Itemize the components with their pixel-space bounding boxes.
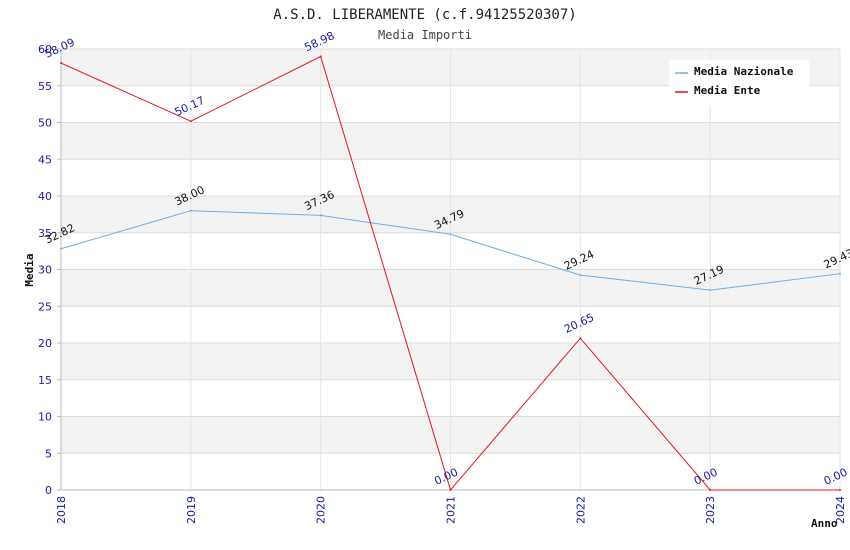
y-tick-label: 45 bbox=[38, 153, 52, 166]
y-tick-label: 60 bbox=[38, 43, 52, 56]
data-point bbox=[839, 489, 841, 491]
legend-label-media-ente: Media Ente bbox=[694, 84, 761, 97]
data-point bbox=[839, 272, 841, 275]
data-point bbox=[579, 274, 582, 277]
x-tick-label: 2018 bbox=[55, 496, 68, 524]
x-axis-label: Anno bbox=[811, 517, 838, 530]
chart-subtitle: Media Importi bbox=[378, 28, 472, 42]
data-label: 20.65 bbox=[562, 311, 596, 336]
y-tick-label: 40 bbox=[38, 190, 52, 203]
data-label: 32.82 bbox=[43, 221, 77, 246]
data-point bbox=[709, 289, 712, 292]
data-point bbox=[449, 233, 452, 236]
x-tick-label: 2023 bbox=[704, 496, 717, 524]
data-point bbox=[319, 214, 322, 217]
y-tick-label: 50 bbox=[38, 117, 52, 130]
data-point bbox=[709, 489, 712, 491]
y-tick-label: 25 bbox=[38, 300, 52, 313]
y-tick-label: 15 bbox=[38, 374, 52, 387]
data-point bbox=[60, 247, 62, 250]
data-label: 0.00 bbox=[822, 466, 850, 488]
y-tick-label: 35 bbox=[38, 227, 52, 240]
x-ticks: 2018 2019 2020 2021 2022 2023 2024 bbox=[55, 496, 847, 524]
legend-box bbox=[669, 60, 809, 106]
data-label: 50.17 bbox=[173, 94, 207, 119]
y-tick-label: 55 bbox=[38, 80, 52, 93]
y-tick-label: 10 bbox=[38, 411, 52, 424]
x-tick-label: 2019 bbox=[185, 496, 198, 524]
y-tick-label: 5 bbox=[45, 447, 52, 460]
y-ticks: 0 5 10 15 20 25 30 35 40 45 50 55 60 bbox=[38, 43, 61, 497]
data-point bbox=[579, 337, 582, 340]
x-tick-label: 2021 bbox=[445, 496, 458, 524]
y-tick-label: 20 bbox=[38, 337, 52, 350]
legend-label-media-nazionale: Media Nazionale bbox=[694, 65, 794, 78]
chart-title: A.S.D. LIBERAMENTE (c.f.94125520307) bbox=[273, 7, 576, 23]
y-tick-label: 30 bbox=[38, 264, 52, 277]
data-label: 29.43 bbox=[822, 246, 850, 271]
series bbox=[60, 55, 841, 492]
data-point bbox=[189, 120, 192, 123]
data-point bbox=[60, 62, 62, 65]
y-axis-label: Media bbox=[23, 253, 36, 286]
data-point bbox=[319, 55, 322, 58]
data-point bbox=[449, 489, 452, 491]
x-tick-label: 2022 bbox=[574, 496, 587, 524]
data-point bbox=[189, 209, 192, 212]
y-tick-label: 0 bbox=[45, 484, 52, 497]
x-tick-label: 2020 bbox=[315, 496, 328, 524]
x-tick-label: 2024 bbox=[834, 496, 847, 524]
legend: Media Nazionale Media Ente bbox=[669, 60, 809, 106]
